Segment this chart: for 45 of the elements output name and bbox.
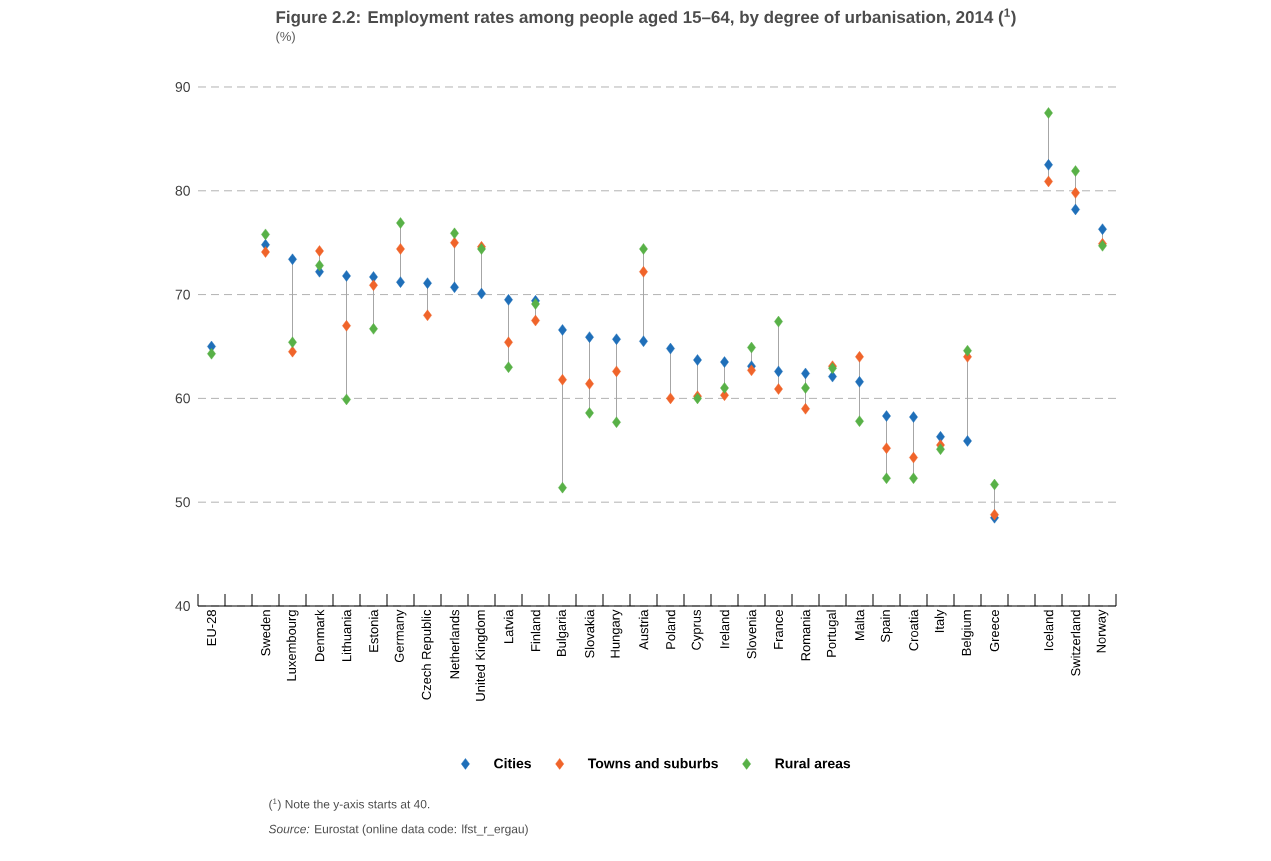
y-tick-label: 40 [175, 601, 190, 611]
x-tick-label: United Kingdom [475, 610, 488, 701]
x-tick-label: France [774, 610, 784, 649]
x-tick-label: Bulgaria [556, 609, 569, 656]
text: Source: Eurostat (online data code: lfst_r_ergau) [268, 824, 528, 836]
x-tick-label: Ireland [719, 610, 730, 648]
x-tick-label: Hungary [610, 609, 623, 658]
y-tick-label: 70 [175, 289, 190, 300]
x-tick-label: Denmark [314, 609, 325, 661]
y-tick-label: 60 [175, 393, 190, 404]
x-tick-label: Croatia [908, 609, 919, 651]
x-tick-label: EU-28 [206, 610, 217, 646]
x-tick-label: Cyprus [691, 609, 704, 650]
x-tick-label: Luxembourg [286, 610, 299, 681]
y-axis-title: (%) [276, 31, 295, 44]
x-tick-label: Malta [854, 609, 865, 641]
x-tick-label: Finland [530, 610, 541, 651]
y-tick-label: 80 [175, 185, 190, 196]
x-tick-label: Iceland [1043, 610, 1054, 651]
y-tick-label: 90 [175, 82, 190, 92]
x-tick-label: Belgium [961, 610, 974, 656]
x-tick-label: Germany [394, 609, 407, 663]
x-tick-label: Latvia [503, 609, 514, 643]
x-tick-label: Czech Republic [421, 609, 434, 700]
y-tick-label: 50 [175, 497, 190, 508]
x-tick-label: Portugal [826, 610, 839, 657]
legend-label: Towns and suburbs [587, 758, 718, 769]
legend-label: Rural areas [775, 758, 851, 769]
x-tick-label: Sweden [260, 610, 271, 656]
x-tick-label: Switzerland [1070, 610, 1081, 676]
x-tick-label: Slovakia [584, 609, 595, 658]
legend-label: Cities [494, 758, 531, 769]
x-tick-label: Italy [934, 609, 947, 633]
chart-title: Figure 2.2: Employment rates among people aged 15–64, by degree of urbanisation, 2014 ($^{1}$) [276, 8, 1016, 27]
x-tick-label: Greece [989, 610, 1000, 652]
x-tick-label: Spain [880, 610, 893, 643]
x-tick-label: Austria [638, 609, 649, 650]
x-tick-label: Lithuania [341, 609, 352, 662]
x-tick-label: Netherlands [449, 609, 460, 679]
x-tick-label: Poland [665, 610, 676, 649]
x-tick-label: Estonia [368, 609, 379, 652]
x-tick-label: Slovenia [746, 609, 757, 659]
x-tick-label: Romania [800, 609, 811, 661]
text: ($^{1}$) Note the y-axis starts at 40. [269, 798, 430, 811]
x-tick-label: Norway [1096, 609, 1109, 653]
